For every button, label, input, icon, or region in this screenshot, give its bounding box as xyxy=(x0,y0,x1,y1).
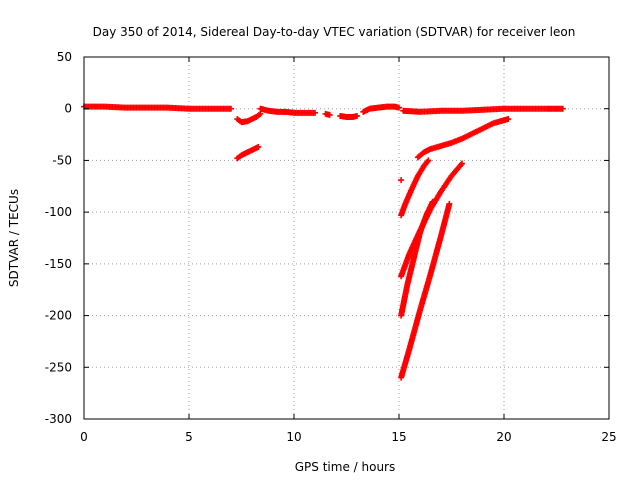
y-axis-label: SDTVAR / TECUs xyxy=(7,189,21,287)
y-tick-label: -300 xyxy=(45,412,72,426)
x-tick-label: 5 xyxy=(185,430,193,444)
data-point xyxy=(429,198,436,205)
data-points xyxy=(81,103,566,381)
data-point xyxy=(505,116,512,123)
y-tick-label: -150 xyxy=(45,257,72,271)
y-tick-label: -200 xyxy=(45,309,72,323)
data-point xyxy=(446,200,453,207)
data-point xyxy=(326,111,333,118)
data-point xyxy=(354,112,360,119)
x-tick-label: 10 xyxy=(286,430,301,444)
x-tick-label: 0 xyxy=(80,430,88,444)
x-tick-label: 15 xyxy=(391,430,406,444)
data-point xyxy=(425,157,432,164)
y-tick-label: -250 xyxy=(45,360,72,374)
data-point xyxy=(398,177,405,184)
data-point xyxy=(396,104,402,111)
axis-ticks: 0 5 10 15 20 25 50 0 -50 -100 -150 -200 -250 -300 xyxy=(45,50,617,444)
data-point xyxy=(257,110,264,117)
y-tick-label: 50 xyxy=(57,50,72,64)
chart-title: Day 350 of 2014, Sidereal Day-to-day VTE… xyxy=(93,25,576,39)
data-point xyxy=(559,105,566,112)
x-axis-label: GPS time / hours xyxy=(295,460,396,474)
y-tick-label: -50 xyxy=(52,153,72,167)
y-tick-label: 0 xyxy=(64,102,72,116)
data-point xyxy=(312,109,318,116)
x-tick-label: 25 xyxy=(601,430,616,444)
x-tick-label: 20 xyxy=(496,430,511,444)
y-tick-label: -100 xyxy=(45,205,72,219)
data-point xyxy=(255,143,262,150)
data-point xyxy=(228,105,234,112)
data-point xyxy=(459,160,465,167)
plot-frame xyxy=(83,56,610,420)
